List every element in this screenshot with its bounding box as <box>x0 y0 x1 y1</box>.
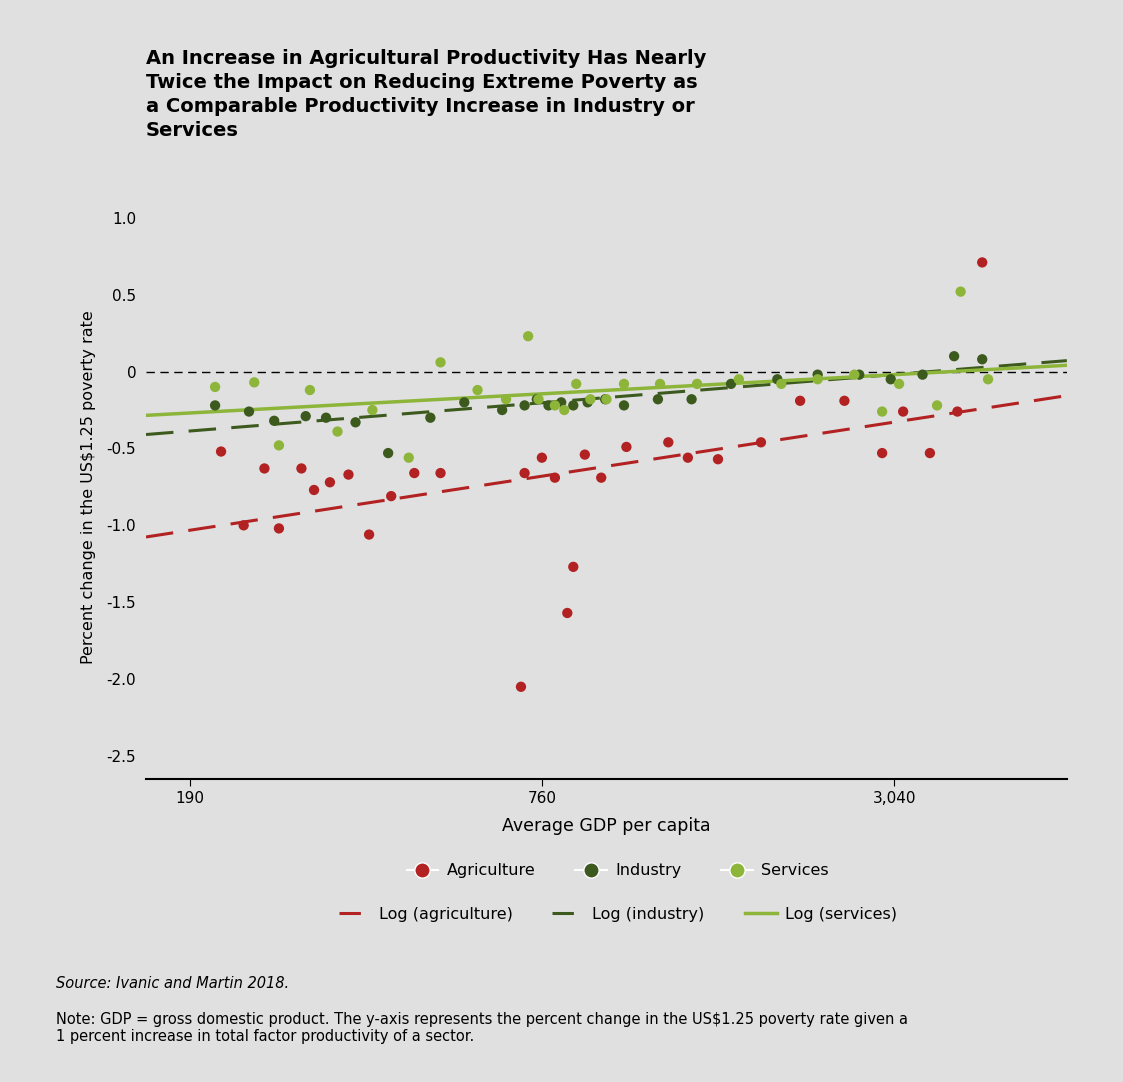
Point <box>615 397 633 414</box>
Point <box>791 392 809 409</box>
Point <box>468 381 486 398</box>
Point <box>212 443 230 460</box>
Point <box>235 517 253 535</box>
Point <box>809 366 827 383</box>
Point <box>596 391 614 408</box>
Point <box>683 391 701 408</box>
Point <box>207 397 225 414</box>
Point <box>339 466 357 484</box>
Point <box>576 446 594 463</box>
Point <box>360 526 378 543</box>
Point <box>240 403 258 420</box>
Point <box>567 375 585 393</box>
Point <box>329 423 347 440</box>
Point <box>512 678 530 696</box>
Point <box>380 445 398 462</box>
Point <box>546 469 564 486</box>
Point <box>564 558 582 576</box>
Point <box>846 366 864 383</box>
Point <box>533 449 551 466</box>
Point <box>497 391 515 408</box>
Point <box>882 371 900 388</box>
Point <box>515 397 533 414</box>
Point <box>874 403 892 420</box>
Point <box>347 413 365 431</box>
Point <box>301 381 319 398</box>
Point <box>546 397 564 414</box>
Point <box>207 379 225 396</box>
Point <box>659 434 677 451</box>
Point <box>255 460 273 477</box>
Point <box>400 449 418 466</box>
Point <box>928 397 946 414</box>
Point <box>913 366 931 383</box>
Point <box>515 464 533 481</box>
Point <box>894 403 912 420</box>
Text: Source: Ivanic and Martin 2018.: Source: Ivanic and Martin 2018. <box>56 976 290 991</box>
Point <box>850 366 868 383</box>
Point <box>709 450 727 467</box>
Point <box>431 354 449 371</box>
Point <box>582 391 600 408</box>
Point <box>553 394 570 411</box>
Point <box>679 449 697 466</box>
Point <box>651 375 669 393</box>
Point <box>946 347 964 365</box>
Point <box>317 409 335 426</box>
Point <box>768 371 786 388</box>
Point <box>270 437 287 454</box>
Point <box>809 371 827 388</box>
Point <box>597 391 615 408</box>
Point <box>558 605 576 622</box>
Point <box>836 392 853 409</box>
Text: Note: GDP = gross domestic product. The y-axis represents the percent change in : Note: GDP = gross domestic product. The … <box>56 1012 909 1044</box>
Point <box>974 254 992 272</box>
Point <box>245 373 263 391</box>
Y-axis label: Percent change in the US$1.25 poverty rate: Percent change in the US$1.25 poverty ra… <box>81 311 95 663</box>
Legend: Log (agriculture), Log (industry), Log (services): Log (agriculture), Log (industry), Log (… <box>332 900 903 928</box>
Point <box>649 391 667 408</box>
Point <box>493 401 511 419</box>
Point <box>270 519 287 537</box>
Point <box>519 328 537 345</box>
Point <box>615 375 633 393</box>
Point <box>431 464 449 481</box>
Point <box>555 401 573 419</box>
Point <box>773 375 791 393</box>
Legend: Agriculture, Industry, Services: Agriculture, Industry, Services <box>400 857 836 885</box>
Point <box>539 397 557 414</box>
Point <box>592 469 610 486</box>
Point <box>321 474 339 491</box>
X-axis label: Average GDP per capita: Average GDP per capita <box>502 817 711 835</box>
Point <box>949 403 967 420</box>
Point <box>578 394 596 411</box>
Point <box>688 375 706 393</box>
Point <box>874 445 892 462</box>
Point <box>891 375 909 393</box>
Point <box>305 481 323 499</box>
Point <box>528 391 546 408</box>
Point <box>564 397 582 414</box>
Point <box>618 438 636 456</box>
Point <box>265 412 283 430</box>
Point <box>421 409 439 426</box>
Point <box>292 460 310 477</box>
Point <box>722 375 740 393</box>
Point <box>730 371 748 388</box>
Point <box>296 408 314 425</box>
Text: An Increase in Agricultural Productivity Has Nearly
Twice the Impact on Reducing: An Increase in Agricultural Productivity… <box>146 49 706 141</box>
Point <box>364 401 382 419</box>
Point <box>382 488 400 505</box>
Point <box>951 283 969 301</box>
Point <box>405 464 423 481</box>
Point <box>921 445 939 462</box>
Point <box>455 394 473 411</box>
Point <box>974 351 992 368</box>
Point <box>530 391 548 408</box>
Point <box>979 371 997 388</box>
Point <box>752 434 770 451</box>
